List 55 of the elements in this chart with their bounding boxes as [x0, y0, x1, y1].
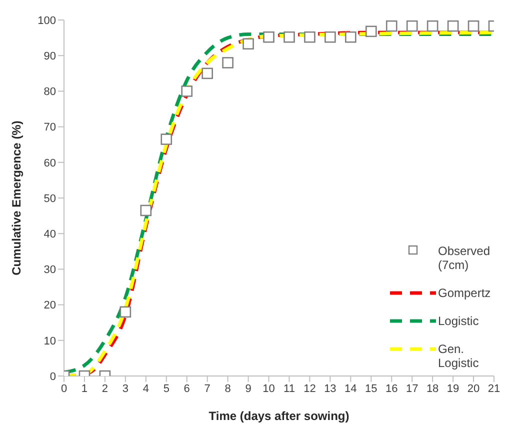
- x-tick-label: 16: [385, 382, 398, 395]
- y-tick-label: 70: [44, 122, 56, 134]
- x-tick-label: 3: [122, 382, 128, 395]
- point: [160, 134, 172, 145]
- x-tick-label: 5: [163, 382, 170, 395]
- x-tick-label: 15: [365, 382, 378, 395]
- point: [406, 20, 418, 32]
- y-tick-label: 0: [50, 370, 56, 383]
- x-tick-label: 14: [344, 382, 357, 395]
- y-tick-label: 30: [44, 264, 56, 276]
- point: [181, 86, 193, 97]
- x-tick-label: 20: [467, 382, 480, 395]
- legend-label: Gompertz: [438, 286, 492, 300]
- y-tick-label: 40: [44, 228, 56, 241]
- x-tick-label: 1: [81, 382, 88, 395]
- point: [202, 68, 213, 80]
- point: [345, 31, 356, 43]
- x-tick-label: 10: [262, 382, 275, 395]
- x-tick-label: 18: [426, 382, 439, 395]
- point: [324, 31, 336, 43]
- x-tick-label: 9: [245, 382, 252, 395]
- x-tick-label: 7: [204, 382, 210, 395]
- x-tick-label: 8: [224, 382, 231, 395]
- legend-label: Observed (7cm): [438, 244, 492, 272]
- point: [263, 31, 274, 43]
- y-axis-title: Cumulative Emergence (%): [9, 120, 24, 276]
- point: [386, 20, 398, 32]
- point: [242, 38, 254, 50]
- point: [365, 26, 377, 38]
- x-tick-label: 11: [284, 382, 295, 395]
- y-tick-label: 50: [44, 192, 56, 205]
- y-tick-label: 20: [44, 300, 56, 312]
- x-tick-label: 6: [184, 382, 190, 395]
- point: [426, 20, 438, 32]
- y-tick-label: 10: [44, 335, 56, 348]
- x-axis-title: Time (days after sowing): [208, 409, 350, 423]
- x-tick-label: 21: [488, 382, 500, 395]
- point: [304, 31, 316, 43]
- point: [447, 20, 459, 32]
- y-tick-label: 60: [44, 157, 56, 170]
- point: [140, 204, 152, 216]
- legend-label: Logistic: [438, 314, 480, 328]
- x-tick-label: 4: [142, 382, 149, 395]
- legend-label: Gen. Logistic: [438, 342, 480, 370]
- y-tick-label: 90: [44, 50, 56, 63]
- x-tick-label: 12: [304, 382, 316, 395]
- x-tick-label: 0: [60, 382, 68, 395]
- y-tick-label: 100: [38, 14, 56, 27]
- x-tick-label: 13: [324, 382, 336, 395]
- x-tick-label: 2: [102, 382, 108, 395]
- point: [468, 20, 480, 32]
- x-tick-label: 19: [446, 382, 460, 395]
- x-tick-label: 17: [406, 382, 418, 395]
- point: [284, 31, 295, 43]
- y-tick-label: 80: [44, 86, 56, 98]
